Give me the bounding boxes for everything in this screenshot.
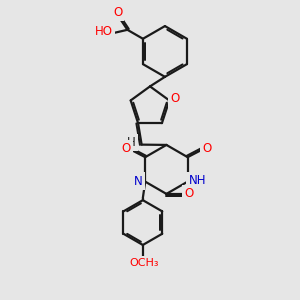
Text: N: N <box>134 175 143 188</box>
Text: O: O <box>113 6 122 19</box>
Text: O: O <box>184 188 194 200</box>
Text: OCH₃: OCH₃ <box>129 259 158 269</box>
Text: NH: NH <box>188 174 206 187</box>
Text: O: O <box>121 142 130 155</box>
Text: H: H <box>127 136 136 149</box>
Text: O: O <box>202 142 212 155</box>
Text: O: O <box>170 92 179 105</box>
Text: HO: HO <box>94 26 112 38</box>
